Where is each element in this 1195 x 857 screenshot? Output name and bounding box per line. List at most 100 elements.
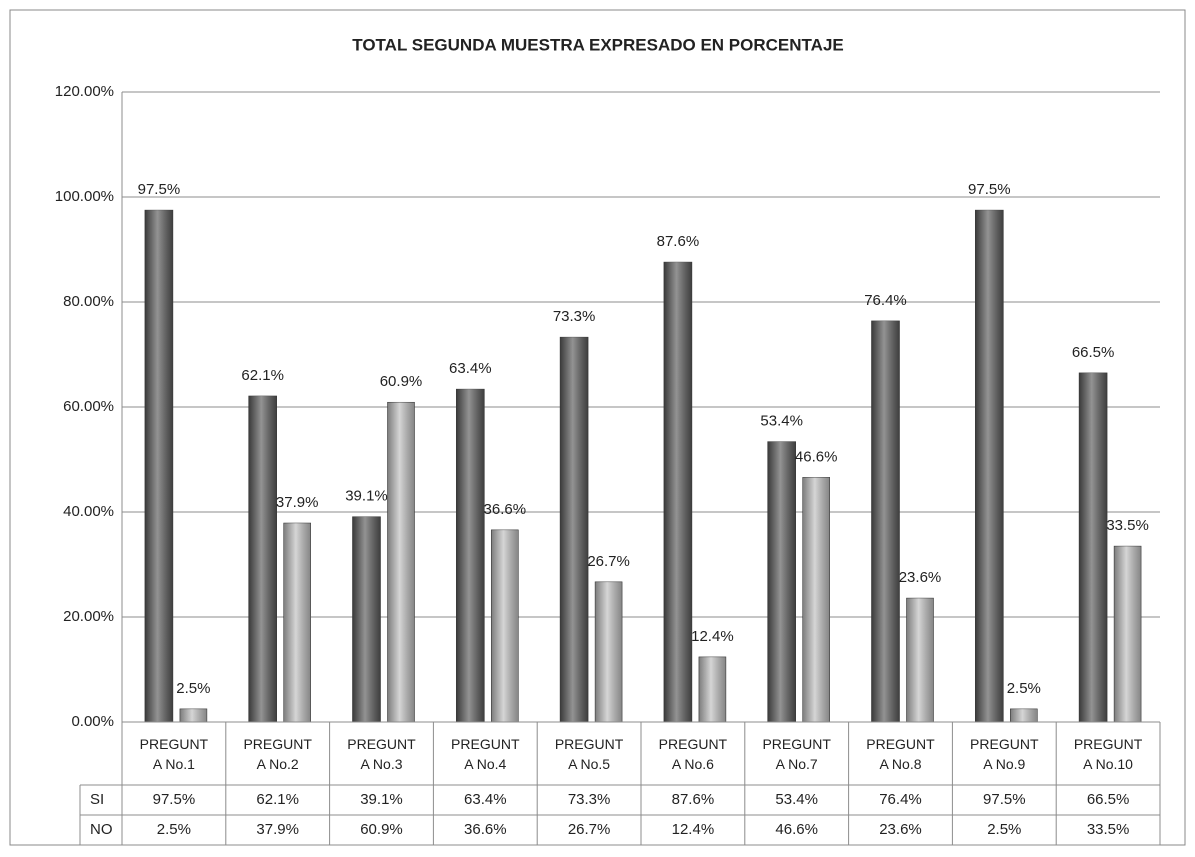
bar-shine — [767, 441, 796, 722]
data-label: 39.1% — [345, 488, 388, 505]
y-tick-label: 20.00% — [63, 608, 114, 625]
table-cell: 2.5% — [987, 821, 1021, 838]
bar-shine — [248, 395, 277, 722]
bar-shine — [1010, 708, 1038, 722]
x-tick-label-cell: PREGUNT A No.4 — [433, 722, 537, 785]
y-tick-label: 60.00% — [63, 398, 114, 415]
y-tick-label: 0.00% — [71, 713, 114, 730]
table-cell: 26.7% — [568, 821, 611, 838]
table-row-label: SI — [90, 791, 104, 808]
table-cell: 60.9% — [360, 821, 403, 838]
x-tick-label-cell: PREGUNT A No.9 — [952, 722, 1056, 785]
bar-shine — [906, 598, 934, 722]
table-cell: 33.5% — [1087, 821, 1130, 838]
table-cell: 36.6% — [464, 821, 507, 838]
table-cell: 23.6% — [879, 821, 922, 838]
x-tick-label: PREGUNT A No.9 — [970, 735, 1039, 772]
x-tick-label: PREGUNT A No.10 — [1073, 735, 1143, 772]
table-cell: 62.1% — [256, 791, 299, 808]
x-tick-label-box: PREGUNT A No.9 — [952, 722, 1056, 785]
bar-shine — [975, 210, 1004, 722]
data-label: 2.5% — [176, 680, 210, 697]
data-label: 76.4% — [864, 292, 907, 309]
x-tick-label-cell: PREGUNT A No.7 — [745, 722, 849, 785]
data-label: 62.1% — [241, 367, 284, 384]
x-tick-label: PREGUNT A No.2 — [243, 735, 312, 772]
bar-shine — [179, 708, 207, 722]
data-label: 66.5% — [1072, 344, 1115, 361]
table-cell: 12.4% — [672, 821, 715, 838]
bar-shine — [283, 523, 311, 722]
x-tick-label: PREGUNT A No.4 — [451, 735, 520, 772]
table-cell: 97.5% — [153, 791, 196, 808]
x-tick-label: PREGUNT A No.8 — [866, 735, 935, 772]
table-cell: 37.9% — [256, 821, 299, 838]
data-label: 26.7% — [587, 553, 630, 570]
bar-shine — [352, 516, 381, 722]
table-cell: 97.5% — [983, 791, 1026, 808]
bar-shine — [456, 389, 485, 722]
table-cell: 63.4% — [464, 791, 507, 808]
x-tick-label: PREGUNT A No.3 — [347, 735, 416, 772]
x-tick-label-cell: PREGUNT A No.10 — [1056, 722, 1160, 785]
x-tick-label-cell: PREGUNT A No.8 — [849, 722, 953, 785]
x-tick-label-cell: PREGUNT A No.1 — [122, 722, 226, 785]
data-label: 12.4% — [691, 628, 734, 645]
bar-shine — [663, 262, 692, 722]
bar-shine — [698, 656, 726, 722]
table-cell: 76.4% — [879, 791, 922, 808]
data-label: 37.9% — [276, 494, 319, 511]
table-cell: 73.3% — [568, 791, 611, 808]
x-tick-label-box: PREGUNT A No.8 — [849, 722, 953, 785]
table-cell: 53.4% — [775, 791, 818, 808]
y-tick-label: 40.00% — [63, 503, 114, 520]
table-cell: 2.5% — [157, 821, 191, 838]
bar-shine — [387, 402, 415, 722]
bar-shine — [871, 320, 900, 722]
table-cell: 87.6% — [672, 791, 715, 808]
y-tick-label: 120.00% — [55, 83, 114, 100]
data-label: 60.9% — [380, 373, 423, 390]
data-label: 97.5% — [968, 181, 1011, 198]
y-tick-label: 100.00% — [55, 188, 114, 205]
data-label: 87.6% — [657, 233, 700, 250]
bar-shine — [1114, 546, 1142, 722]
x-tick-label-cell: PREGUNT A No.2 — [226, 722, 330, 785]
x-tick-label-box: PREGUNT A No.5 — [537, 722, 641, 785]
x-tick-label: PREGUNT A No.1 — [139, 735, 209, 772]
data-label: 46.6% — [795, 448, 838, 465]
bar-shine — [491, 529, 519, 722]
table-cell: 39.1% — [360, 791, 403, 808]
bar-shine — [802, 477, 830, 722]
data-label: 63.4% — [449, 360, 492, 377]
x-tick-label: PREGUNT A No.7 — [762, 735, 831, 772]
bar-shine — [144, 210, 173, 722]
chart-title: TOTAL SEGUNDA MUESTRA EXPRESADO EN PORCE… — [352, 35, 843, 54]
table-row-label: NO — [90, 821, 113, 838]
table-cell: 46.6% — [775, 821, 818, 838]
bar-shine — [1079, 372, 1108, 722]
bar-shine — [560, 337, 589, 722]
x-tick-label-box: PREGUNT A No.1 — [122, 722, 226, 785]
x-tick-label-box: PREGUNT A No.10 — [1056, 722, 1160, 785]
data-label: 73.3% — [553, 308, 596, 325]
data-label: 2.5% — [1007, 680, 1041, 697]
x-tick-label-cell: PREGUNT A No.6 — [641, 722, 745, 785]
x-tick-label: PREGUNT A No.6 — [658, 735, 728, 772]
x-tick-label-cell: PREGUNT A No.3 — [330, 722, 434, 785]
data-label: 36.6% — [484, 501, 527, 518]
x-tick-label-box: PREGUNT A No.3 — [330, 722, 434, 785]
x-tick-label-box: PREGUNT A No.7 — [745, 722, 849, 785]
x-tick-label: PREGUNT A No.5 — [554, 735, 624, 772]
data-label: 53.4% — [760, 413, 803, 430]
x-tick-label-box: PREGUNT A No.2 — [226, 722, 330, 785]
data-label: 23.6% — [899, 569, 942, 586]
table-cell: 66.5% — [1087, 791, 1130, 808]
x-tick-label-box: PREGUNT A No.6 — [641, 722, 745, 785]
x-tick-label-box: PREGUNT A No.4 — [433, 722, 537, 785]
data-label: 33.5% — [1106, 517, 1149, 534]
y-tick-label: 80.00% — [63, 293, 114, 310]
x-tick-label-cell: PREGUNT A No.5 — [537, 722, 641, 785]
data-label: 97.5% — [138, 181, 181, 198]
